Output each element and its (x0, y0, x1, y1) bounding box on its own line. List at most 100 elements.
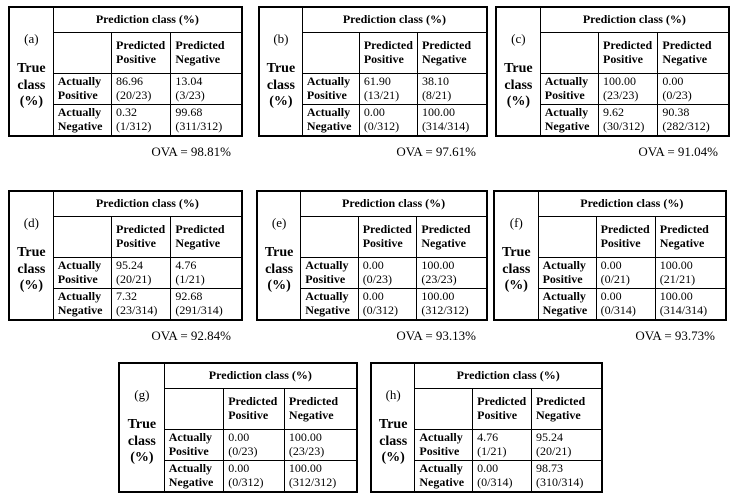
percentage-value: 0.32 (116, 105, 138, 120)
subfigure-label: (f) (509, 215, 523, 231)
true-class-label: True class (%) (502, 245, 531, 294)
cell-true-negative: 92.68 (291/314) (170, 288, 243, 321)
col-header-predicted-negative: Predicted Negative (657, 32, 730, 74)
row-header-actually-positive: Actually Positive (300, 257, 359, 289)
confusion-matrix: (c) True class (%) Prediction class (%) … (495, 6, 730, 160)
col-header-line: Predicted (116, 222, 166, 237)
ova-label: OVA = 92.84% (151, 328, 231, 343)
cell-true-negative: 99.68 (311/312) (170, 104, 243, 137)
percentage-value: 100.00 (603, 74, 637, 89)
fraction-value: (282/312) (662, 119, 710, 133)
fraction-value: (20/23) (116, 88, 152, 102)
percentage-value: 13.04 (175, 74, 203, 89)
col-header-line: Positive (228, 408, 269, 422)
col-header-line: Predicted (421, 222, 471, 237)
percentage-value: 95.24 (536, 430, 564, 445)
fraction-value: (20/21) (536, 444, 572, 458)
row-header-actually-positive: Actually Positive (163, 429, 225, 461)
fraction-value: (0/23) (662, 88, 692, 102)
col-header-line: Predicted (477, 394, 527, 409)
confusion-table: (b) True class (%) Prediction class (%) … (258, 6, 488, 137)
fraction-value: (30/312) (603, 119, 645, 133)
row-header-line: Actually (419, 461, 463, 476)
confusion-table: (c) True class (%) Prediction class (%) … (495, 6, 730, 137)
prediction-class-header: Prediction class (%) (301, 6, 488, 33)
true-class-cell: (h) True class (%) (370, 362, 416, 493)
percentage-value: 100.00 (421, 289, 455, 304)
subfigure-label: (e) (271, 215, 287, 231)
prediction-class-header: Prediction class (%) (52, 190, 243, 217)
col-header-line: Predicted (603, 38, 653, 53)
fraction-value: (311/312) (175, 119, 223, 133)
col-header-line: Positive (600, 236, 641, 250)
row-header-actually-negative: Actually Negative (301, 104, 360, 137)
percentage-value: 0.00 (600, 258, 622, 273)
cell-false-positive: 7.32 (23/314) (111, 288, 172, 321)
row-header-line: Actually (544, 74, 589, 89)
row-header-actually-positive: Actually Positive (537, 257, 597, 289)
true-class-label: True class (%) (127, 417, 157, 466)
cell-true-negative: 90.38 (282/312) (657, 104, 730, 137)
fraction-value: (1/312) (116, 119, 152, 133)
true-class-cell: (d) True class (%) (8, 190, 54, 321)
percentage-value: 100.00 (421, 105, 455, 120)
confusion-table: (h) True class (%) Prediction class (%) … (370, 362, 603, 493)
col-header-predicted-negative: Predicted Negative (170, 216, 243, 258)
row-header-line: Negative (306, 119, 352, 133)
subfigure-label: (h) (385, 387, 401, 403)
col-header-line: Predicted (228, 394, 278, 409)
row-header-actually-negative: Actually Negative (537, 288, 597, 321)
cell-false-negative: 95.24 (20/21) (531, 429, 603, 461)
col-header-predicted-positive: Predicted Positive (598, 32, 659, 74)
empty-corner-cell (537, 216, 597, 258)
true-class-label: True class (%) (17, 61, 46, 110)
cell-true-positive: 61.90 (13/21) (358, 73, 418, 105)
true-class-cell: (g) True class (%) (118, 362, 165, 493)
subfigure-label: (g) (134, 387, 150, 403)
ova-label: OVA = 92.84% (370, 500, 603, 502)
row-header-actually-negative: Actually Negative (163, 460, 225, 493)
col-header-line: Predicted (288, 394, 339, 409)
cell-true-positive: 95.24 (20/21) (111, 257, 172, 289)
row-header-actually-negative: Actually Negative (539, 104, 600, 137)
row-header-line: Actually (542, 289, 586, 304)
prediction-class-header: Prediction class (%) (300, 190, 488, 217)
row-header-actually-negative: Actually Negative (300, 288, 359, 321)
row-header-actually-positive: Actually Positive (52, 257, 113, 289)
row-header-line: Actually (306, 74, 351, 89)
confusion-matrix: (b) True class (%) Prediction class (%) … (258, 6, 488, 160)
col-header-line: Positive (116, 52, 157, 66)
row-header-line: Actually (305, 258, 349, 273)
prediction-class-header: Prediction class (%) (52, 6, 243, 33)
percentage-value: 0.00 (600, 289, 622, 304)
percentage-value: 0.00 (362, 289, 384, 304)
percentage-value: 7.32 (116, 289, 138, 304)
subfigure-label: (a) (24, 31, 39, 47)
col-header-predicted-positive: Predicted Positive (223, 388, 285, 430)
fraction-value: (0/314) (600, 303, 636, 317)
fraction-value: (23/314) (116, 303, 158, 317)
row-header-line: Positive (542, 272, 583, 286)
col-header-line: Positive (116, 236, 157, 250)
row-header-line: Actually (57, 258, 102, 273)
col-header-line: Predicted (175, 38, 225, 53)
cell-true-positive: 86.96 (20/23) (111, 73, 172, 105)
row-header-actually-negative: Actually Negative (52, 104, 113, 137)
fraction-value: (23/23) (421, 272, 457, 286)
row-header-actually-positive: Actually Positive (539, 73, 600, 105)
col-header-predicted-positive: Predicted Positive (357, 216, 418, 258)
cell-false-negative: 4.76 (1/21) (170, 257, 243, 289)
cell-true-positive: 0.00 (0/21) (595, 257, 656, 289)
confusion-table: (a) True class (%) Prediction class (%) … (8, 6, 243, 137)
col-header-predicted-positive: Predicted Positive (358, 32, 418, 74)
fraction-value: (312/312) (288, 475, 337, 489)
percentage-value: 86.96 (116, 74, 144, 89)
ova-label: OVA = 93.73% (635, 328, 715, 343)
col-header-predicted-negative: Predicted Negative (654, 216, 727, 258)
cell-true-positive: 100.00 (23/23) (598, 73, 659, 105)
row-header-line: Actually (542, 258, 586, 273)
row-header-actually-positive: Actually Positive (52, 73, 113, 105)
subfigure-label: (b) (273, 31, 289, 47)
percentage-value: 0.00 (662, 74, 684, 89)
row-header-line: Negative (419, 475, 465, 489)
